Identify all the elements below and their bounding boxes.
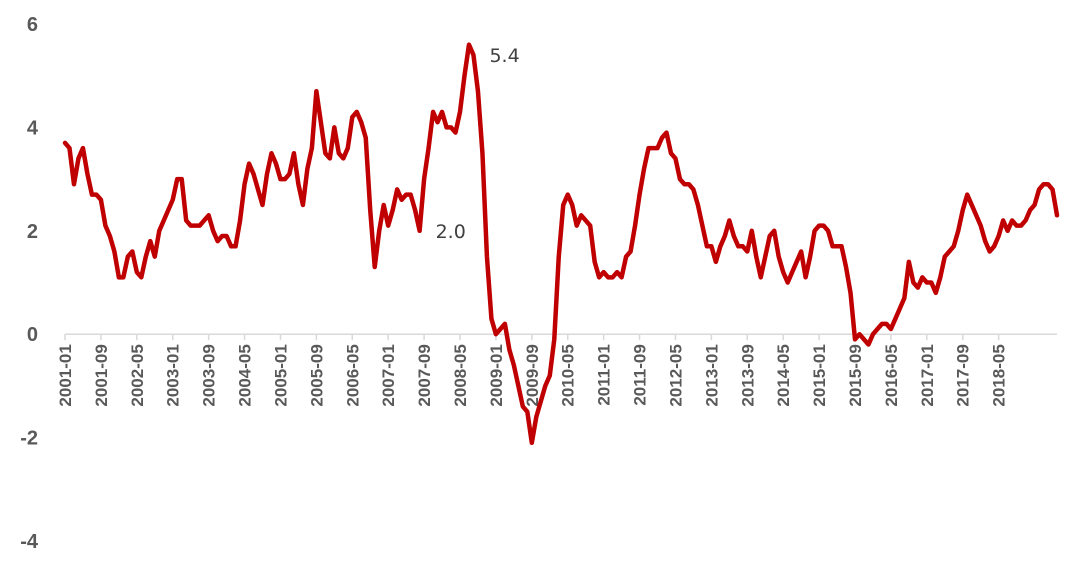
x-tick-label: 2007-01 <box>379 344 398 406</box>
x-tick-label: 2007-09 <box>415 344 434 406</box>
x-tick-label: 2017-09 <box>954 344 973 406</box>
series-group <box>62 42 1060 446</box>
x-tick-label: 2005-01 <box>271 344 290 406</box>
x-tick-label: 2002-05 <box>128 344 147 406</box>
x-tick-label: 2005-09 <box>307 344 326 406</box>
x-tick-label: 2009-01 <box>487 344 506 406</box>
x-tick-label: 2016-05 <box>882 344 901 406</box>
x-tick-label: 2006-05 <box>343 344 362 406</box>
data-label: 2.0 <box>436 221 466 243</box>
x-tick-label: 2014-05 <box>774 344 793 406</box>
x-tick-label: 2018-05 <box>990 344 1009 406</box>
x-tick-label: 2013-01 <box>702 344 721 406</box>
y-tick-label: 2 <box>27 221 38 243</box>
x-tick-label: 2008-05 <box>451 344 470 406</box>
x-tick-label: 2012-05 <box>666 344 685 406</box>
y-tick-label: -2 <box>20 428 38 450</box>
x-tick-label: 2015-09 <box>846 344 865 406</box>
x-axis: 2001-01 2001-09 2002-05 2003-01 2003-09 2004-… <box>56 344 1009 406</box>
y-axis: -4 -2 0 2 4 6 <box>20 14 39 553</box>
x-axis-ticks <box>64 334 1000 341</box>
data-label: 5.4 <box>489 45 519 67</box>
x-tick-label: 2017-01 <box>918 344 937 406</box>
y-tick-label: 4 <box>27 117 39 139</box>
x-tick-label: 2011-01 <box>595 344 614 405</box>
x-tick-label: 2003-09 <box>200 344 219 406</box>
y-tick-label: 0 <box>27 324 38 346</box>
x-tick-label: 2001-01 <box>56 344 75 406</box>
x-tick-label: 2001-09 <box>92 344 111 406</box>
y-tick-label: -4 <box>20 531 39 553</box>
x-tick-label: 2011-09 <box>631 344 650 405</box>
series-line <box>62 42 1060 446</box>
x-tick-label: 2013-09 <box>738 344 757 406</box>
x-tick-label: 2010-05 <box>559 344 578 406</box>
annotations: 5.4 2.0 <box>436 45 520 243</box>
x-tick-label: 2003-01 <box>164 344 183 406</box>
x-tick-label: 2015-01 <box>810 344 829 406</box>
x-tick-label: 2009-09 <box>523 344 542 406</box>
x-tick-label: 2004-05 <box>236 344 255 406</box>
y-tick-label: 6 <box>27 14 38 36</box>
